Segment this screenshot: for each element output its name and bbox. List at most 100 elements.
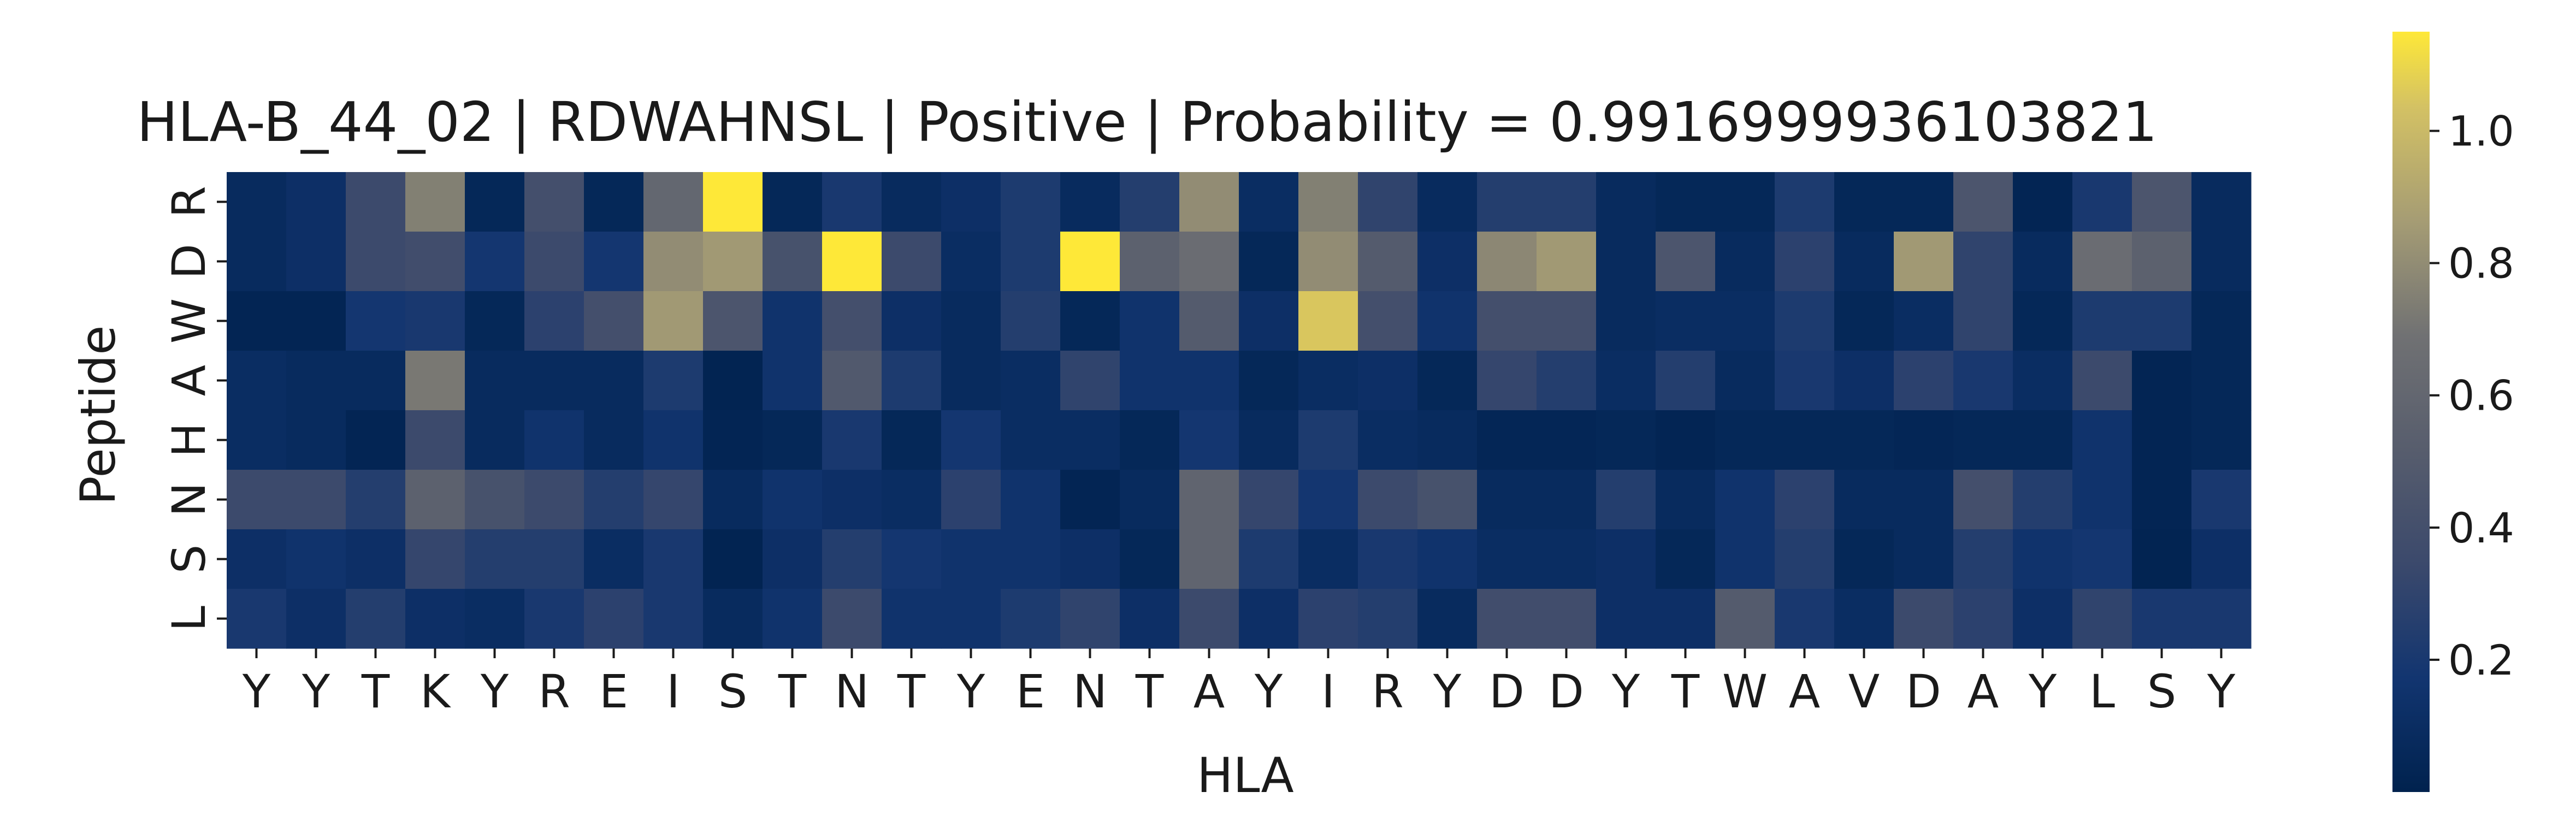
- heatmap-cell: [1775, 172, 1835, 232]
- heatmap-cell: [524, 529, 584, 589]
- heatmap-cell: [1656, 470, 1716, 530]
- heatmap-cell: [1596, 291, 1656, 351]
- heatmap-cell: [584, 410, 644, 470]
- heatmap-cell: [1953, 470, 2013, 530]
- heatmap-cell: [1120, 589, 1180, 649]
- heatmap-cell: [1537, 172, 1597, 232]
- heatmap-cell: [1239, 410, 1299, 470]
- heatmap-cell: [1120, 291, 1180, 351]
- heatmap-cell: [1358, 232, 1418, 292]
- colorbar-ticks: 0.2 0.4 0.6 0.8 1.0: [2430, 107, 2514, 684]
- heatmap-cell: [1537, 291, 1597, 351]
- heatmap-cell: [1834, 351, 1894, 411]
- heatmap-cell: [822, 529, 882, 589]
- heatmap-cell: [405, 291, 465, 351]
- x-tick-label: E: [1016, 665, 1045, 718]
- heatmap-cell: [1953, 529, 2013, 589]
- x-tick-label: V: [1848, 665, 1880, 718]
- heatmap-cell: [2072, 410, 2132, 470]
- heatmap-cell: [1775, 470, 1835, 530]
- heatmap-cell: [1358, 410, 1418, 470]
- heatmap-cell: [524, 232, 584, 292]
- heatmap-cell: [346, 291, 406, 351]
- heatmap-cell: [1358, 351, 1418, 411]
- heatmap-cell: [1834, 172, 1894, 232]
- x-tick-label: T: [361, 665, 390, 718]
- heatmap-cell: [1537, 470, 1597, 530]
- heatmap-cell: [1953, 351, 2013, 411]
- heatmap-cell: [584, 470, 644, 530]
- heatmap-cell: [405, 410, 465, 470]
- heatmap-cell: [882, 351, 942, 411]
- heatmap-cell: [1477, 410, 1537, 470]
- x-tick-label: R: [1372, 665, 1403, 718]
- heatmap-cell: [763, 172, 823, 232]
- heatmap-cell: [1417, 470, 1478, 530]
- heatmap-cell: [941, 470, 1001, 530]
- heatmap-cell: [2132, 410, 2192, 470]
- x-tick-label: D: [1906, 665, 1941, 718]
- x-tick-label: I: [666, 665, 680, 718]
- y-axis-label: Peptide: [70, 326, 126, 505]
- heatmap-cell: [643, 351, 704, 411]
- heatmap-cell: [465, 232, 525, 292]
- colorbar: [2392, 32, 2430, 792]
- heatmap-cell: [2072, 470, 2132, 530]
- heatmap-cell: [1834, 589, 1894, 649]
- heatmap-cell: [1358, 589, 1418, 649]
- heatmap-cell: [822, 589, 882, 649]
- y-tick-label: D: [162, 244, 216, 279]
- heatmap-cell: [1358, 172, 1418, 232]
- heatmap-cell: [1298, 589, 1358, 649]
- heatmap-cell: [882, 410, 942, 470]
- heatmap-cell: [1894, 589, 1954, 649]
- heatmap-cell: [405, 529, 465, 589]
- heatmap-cell: [1060, 529, 1120, 589]
- heatmap-cell: [584, 232, 644, 292]
- x-tick-label: N: [835, 665, 869, 718]
- heatmap-cell: [227, 410, 287, 470]
- heatmap-cell: [1894, 470, 1954, 530]
- heatmap-cell: [2191, 351, 2252, 411]
- heatmap-cell: [822, 172, 882, 232]
- heatmap-cell: [227, 291, 287, 351]
- heatmap-cell: [1001, 529, 1061, 589]
- heatmap-cell: [882, 529, 942, 589]
- heatmap-cell: [1120, 410, 1180, 470]
- heatmap-cell: [405, 470, 465, 530]
- heatmap-cell: [1179, 529, 1239, 589]
- heatmap-cell: [1834, 470, 1894, 530]
- heatmap-cell: [1179, 470, 1239, 530]
- heatmap-cell: [1715, 410, 1775, 470]
- heatmap-cell: [1477, 529, 1537, 589]
- heatmap-cell: [1715, 529, 1775, 589]
- heatmap-cell: [584, 529, 644, 589]
- heatmap-cell: [1060, 410, 1120, 470]
- heatmap-cell: [2132, 470, 2192, 530]
- heatmap-cell: [2072, 232, 2132, 292]
- heatmap-cell: [1417, 172, 1478, 232]
- heatmap-cell: [1001, 232, 1061, 292]
- heatmap-cell: [465, 351, 525, 411]
- heatmap-cell: [1417, 410, 1478, 470]
- heatmap-cell: [763, 410, 823, 470]
- heatmap-cell: [882, 589, 942, 649]
- colorbar-tick-label: 0.8: [2448, 239, 2514, 288]
- heatmap-cell: [346, 470, 406, 530]
- y-tick-labels: RDWAHNS L: [162, 186, 227, 631]
- heatmap-cell: [1656, 172, 1716, 232]
- heatmap-cell: [1775, 291, 1835, 351]
- heatmap-cell: [2013, 529, 2073, 589]
- heatmap-cell: [1001, 172, 1061, 232]
- heatmap-cell: [405, 351, 465, 411]
- heatmap-cell: [1417, 351, 1478, 411]
- colorbar-tick-label: 0.6: [2448, 371, 2514, 420]
- heatmap-cell: [524, 351, 584, 411]
- heatmap-cell: [643, 529, 704, 589]
- y-tick-label: W: [162, 298, 216, 344]
- colorbar-tick-label: 0.2: [2448, 636, 2514, 684]
- heatmap-cell: [465, 410, 525, 470]
- heatmap-cell: [1477, 232, 1537, 292]
- heatmap-cell: [1537, 589, 1597, 649]
